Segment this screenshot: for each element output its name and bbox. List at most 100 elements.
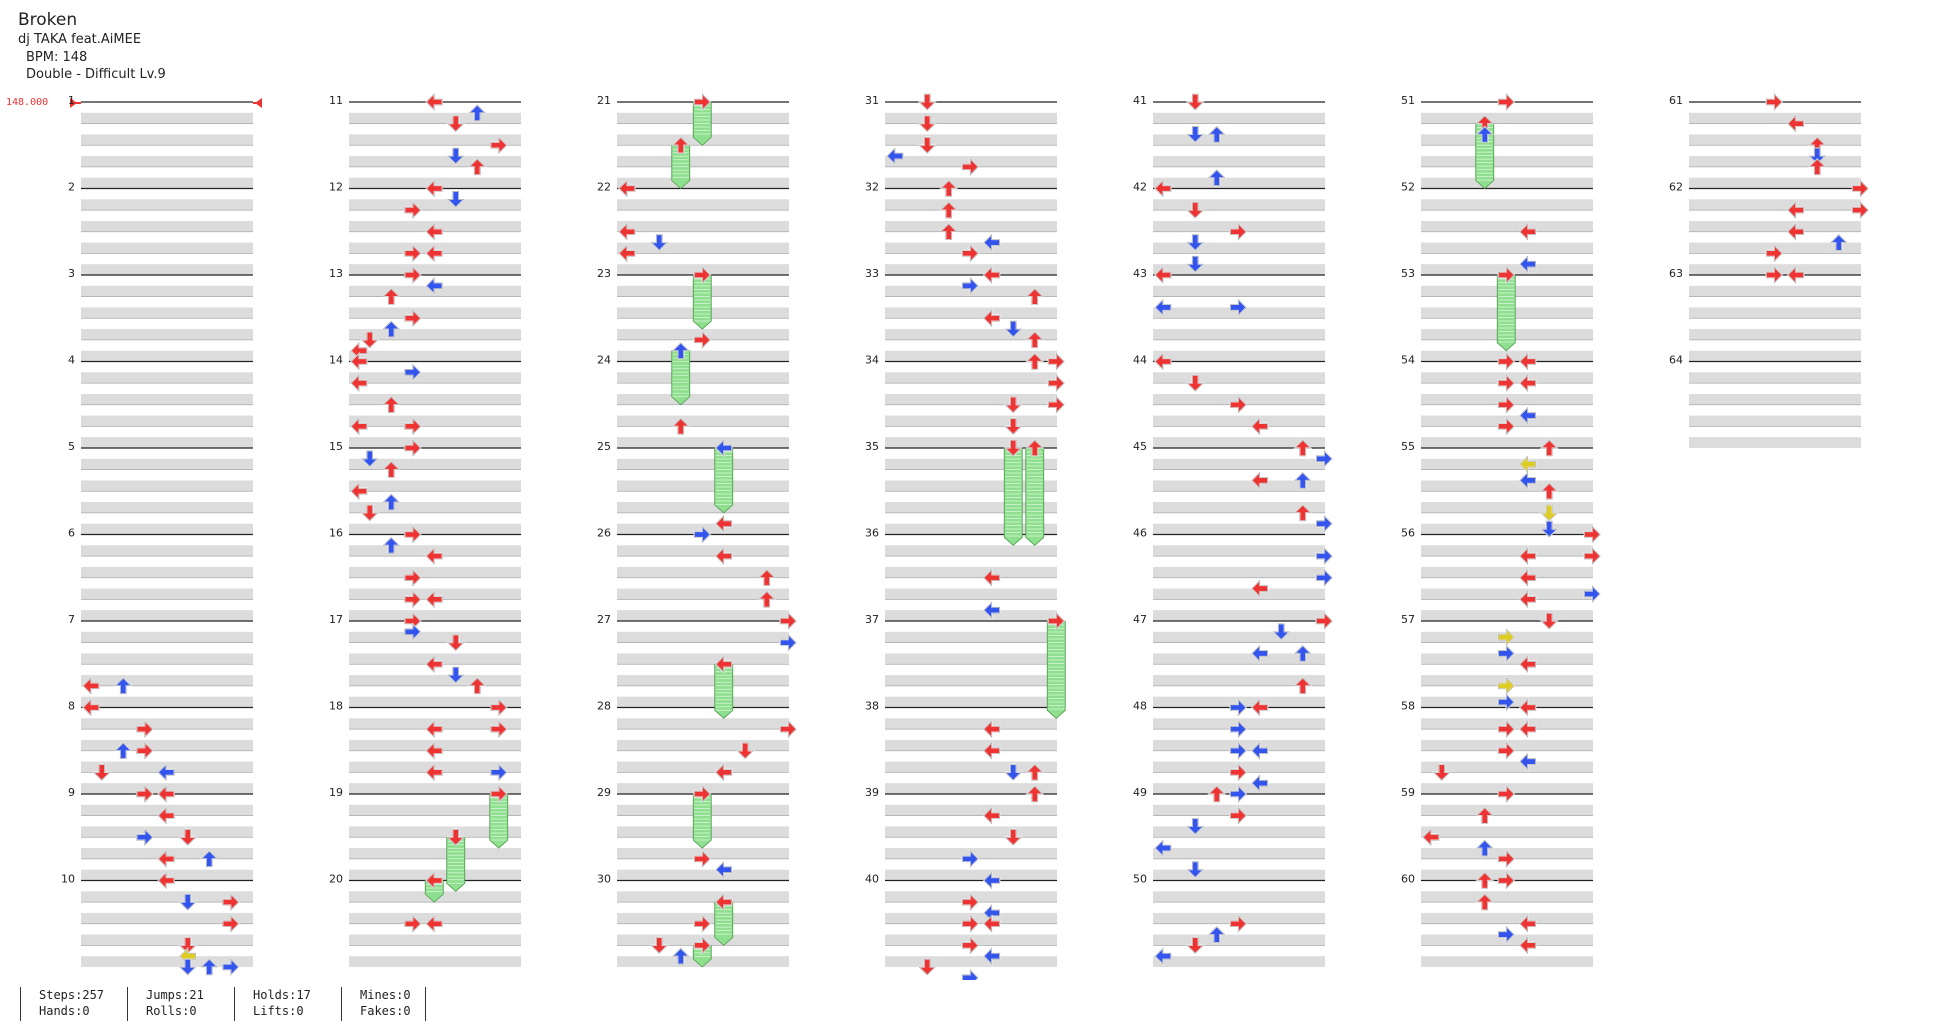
lane-band-shaded <box>349 329 521 340</box>
step-arrow-right <box>1047 373 1066 393</box>
lane-band-white <box>349 491 521 503</box>
step-arrow-up <box>1475 893 1495 911</box>
measure-number: 18 <box>329 700 343 713</box>
lane-band-shaded <box>1689 177 1861 189</box>
lane-band-white <box>349 643 521 654</box>
step-arrow-left <box>1154 297 1172 317</box>
lane-band-shaded <box>349 610 521 621</box>
lane-band-shaded <box>885 696 1057 708</box>
step-arrow-down <box>446 190 466 209</box>
step-arrow-right <box>1497 265 1516 285</box>
step-arrow-down <box>1539 612 1559 630</box>
lane-band-shaded <box>885 177 1057 189</box>
lane-band-shaded <box>1153 437 1325 448</box>
lane-band-shaded <box>349 956 521 967</box>
lane-band-shaded <box>1689 372 1861 384</box>
lane-band-white <box>885 708 1057 719</box>
step-arrow-left <box>1422 827 1440 847</box>
step-arrow-left <box>982 914 1001 934</box>
lane-band-shaded <box>81 372 253 384</box>
lane-band-shaded <box>617 631 789 643</box>
lane-band-white <box>81 362 253 373</box>
lane-band-white <box>81 837 253 849</box>
stat-mines: Mines:0 <box>360 988 411 1002</box>
measure-number: 27 <box>597 613 611 626</box>
lane-band-white <box>81 340 253 351</box>
lane-band-white <box>81 513 253 524</box>
lane-band-shaded <box>1689 156 1861 167</box>
lane-band-white <box>885 881 1057 892</box>
lane-band-shaded <box>617 199 789 211</box>
lane-band-white <box>885 664 1057 676</box>
lane-band-white <box>617 556 789 567</box>
lane-band-shaded <box>1421 912 1593 924</box>
lane-band-white <box>1421 189 1593 200</box>
lane-band-shaded <box>885 480 1057 492</box>
step-arrow-right <box>1497 373 1516 393</box>
step-arrow-right <box>222 892 240 912</box>
lane-band-white <box>885 448 1057 459</box>
step-arrow-up <box>1025 785 1045 803</box>
lane-band-white <box>81 145 253 157</box>
step-arrow-right <box>404 308 422 328</box>
step-arrow-left <box>157 849 175 869</box>
step-arrow-left <box>425 871 443 890</box>
step-arrow-down <box>178 936 198 955</box>
lane-band-shaded <box>1689 415 1861 427</box>
step-arrow-right <box>1851 200 1870 220</box>
measure-number: 17 <box>329 613 343 626</box>
step-arrow-right <box>1765 92 1784 112</box>
lane-band-white <box>349 686 521 697</box>
step-arrow-left <box>425 914 443 934</box>
lane-band-shaded <box>349 653 521 665</box>
lane-band-white <box>1153 881 1325 892</box>
lane-band-shaded <box>81 653 253 665</box>
lane-band-white <box>1153 491 1325 503</box>
lane-band-shaded <box>349 718 521 730</box>
lane-band-shaded <box>81 393 253 405</box>
step-arrow-left <box>157 871 175 890</box>
lane-band-white <box>617 167 789 178</box>
measure-number: 60 <box>1401 873 1415 886</box>
lane-band-white <box>81 297 253 308</box>
lane-band-white <box>349 297 521 308</box>
hold-body <box>714 663 734 719</box>
lane-band-shaded <box>1153 523 1325 535</box>
lane-band-white <box>349 253 521 265</box>
lane-band-white <box>617 643 789 654</box>
step-arrow-left <box>1518 719 1537 739</box>
lane-band-shaded <box>81 956 253 967</box>
lane-band-white <box>885 491 1057 503</box>
lane-band-white <box>617 664 789 676</box>
lane-band-white <box>885 232 1057 243</box>
step-arrow-up <box>671 417 691 435</box>
lane-band-white <box>885 816 1057 827</box>
song-artist: dj TAKA feat.AiMEE <box>18 32 142 47</box>
lane-band-white <box>885 556 1057 567</box>
lane-band-shaded <box>349 523 521 535</box>
lane-band-shaded <box>349 264 521 275</box>
step-arrow-right <box>404 362 422 382</box>
lane-band-shaded <box>1153 480 1325 492</box>
lane-band-shaded <box>617 350 789 362</box>
lane-band-shaded <box>617 588 789 600</box>
lane-band-white <box>1153 189 1325 200</box>
lane-band-white <box>349 902 521 913</box>
step-arrow-right <box>1047 395 1066 415</box>
step-arrow-up <box>1539 439 1559 457</box>
lane-band-white <box>81 643 253 654</box>
step-arrow-up <box>939 201 959 219</box>
lane-band-shaded <box>1153 545 1325 557</box>
lane-band-shaded <box>885 653 1057 665</box>
lane-band-white <box>617 491 789 503</box>
step-arrow-up <box>381 493 401 511</box>
lane-band-white <box>885 513 1057 524</box>
step-arrow-right <box>1497 416 1516 436</box>
stats-mines-fakes: Mines:0 Fakes:0 <box>341 987 426 1021</box>
step-arrow-left <box>1518 654 1537 674</box>
step-arrow-left <box>425 719 443 739</box>
lane-band-white <box>885 837 1057 849</box>
step-arrow-left <box>425 546 443 566</box>
step-arrow-right <box>404 525 422 544</box>
measure-number: 55 <box>1401 440 1415 453</box>
